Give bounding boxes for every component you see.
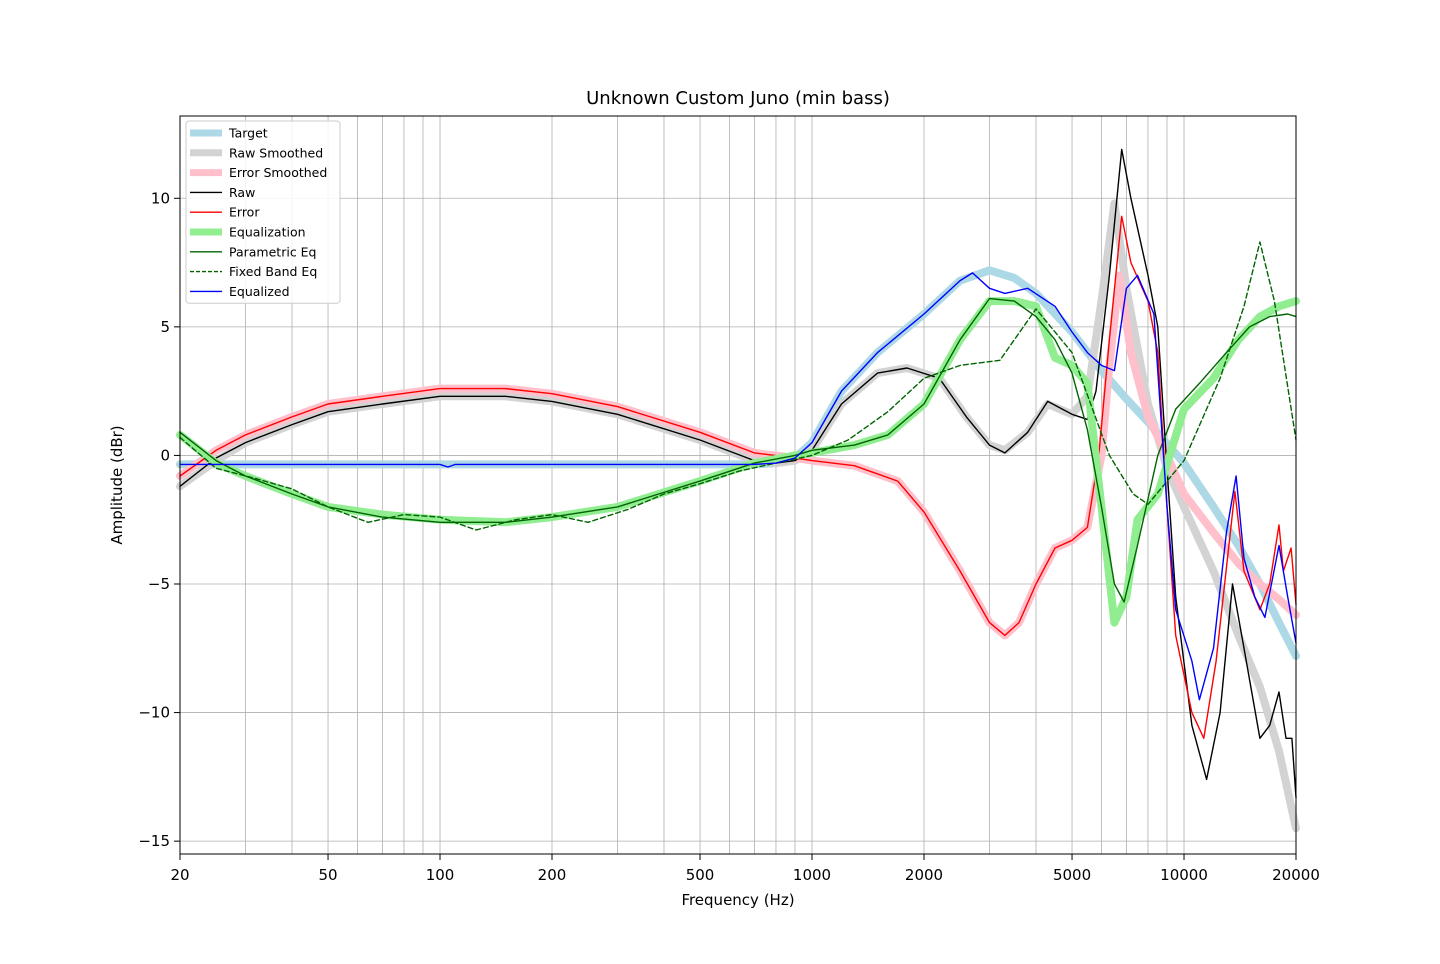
legend-label: Equalized <box>229 284 290 299</box>
legend-label: Fixed Band Eq <box>229 264 317 279</box>
x-tick-label: 1000 <box>793 866 831 884</box>
x-tick-label: 2000 <box>905 866 943 884</box>
y-tick-label: 5 <box>160 318 170 336</box>
x-tick-label: 5000 <box>1053 866 1091 884</box>
y-tick-label: −5 <box>148 575 170 593</box>
legend: Target Raw Smoothed Error Smoothed Raw Error… <box>185 120 341 304</box>
y-tick-label: −10 <box>138 704 170 722</box>
legend-label: Equalization <box>229 225 306 240</box>
legend-label: Raw <box>229 185 255 200</box>
legend-label: Target <box>228 126 268 141</box>
x-axis-label: Frequency (Hz) <box>681 891 794 909</box>
y-axis-label: Amplitude (dBr) <box>108 425 126 544</box>
x-tick-label: 100 <box>426 866 455 884</box>
y-tick-label: 0 <box>160 446 170 464</box>
legend-label: Raw Smoothed <box>229 145 323 160</box>
x-tick-label: 50 <box>318 866 337 884</box>
chart-title: Unknown Custom Juno (min bass) <box>586 88 890 109</box>
series-line-raw <box>179 148 1297 799</box>
x-tick-label: 20000 <box>1272 866 1320 884</box>
y-tick-label: 10 <box>151 189 170 207</box>
x-tick-label: 20 <box>170 866 189 884</box>
plot-frame <box>179 115 1297 855</box>
x-tick-label: 500 <box>686 866 715 884</box>
legend-label: Error <box>229 205 260 220</box>
x-tick-label: 200 <box>538 866 567 884</box>
legend-label: Parametric Eq <box>229 244 317 259</box>
series-line-parametric-eq <box>179 297 1297 603</box>
legend-box <box>185 120 341 304</box>
y-tick-label: −15 <box>138 832 170 850</box>
series-line-error <box>179 215 1297 739</box>
series-line-equalized <box>179 272 1297 701</box>
legend-label: Error Smoothed <box>229 165 327 180</box>
x-tick-label: 10000 <box>1160 866 1208 884</box>
